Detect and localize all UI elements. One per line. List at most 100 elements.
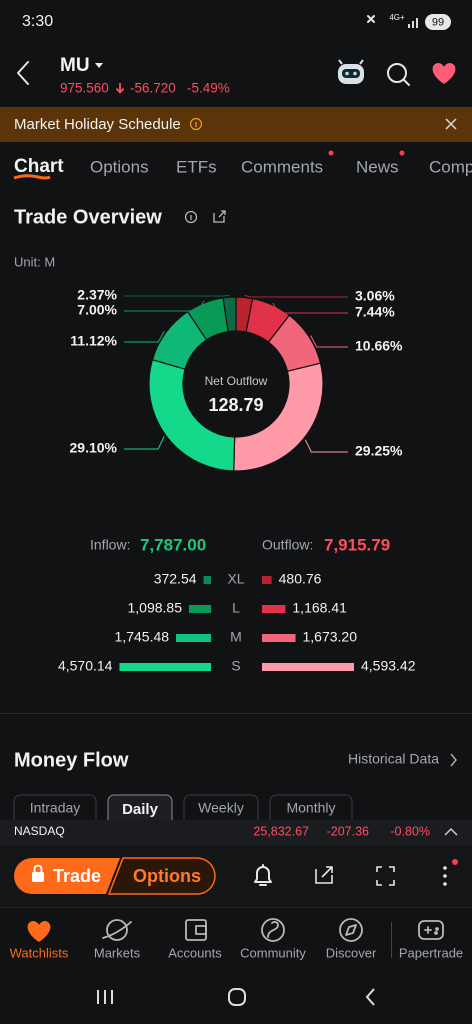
unit-label: Unit: M xyxy=(14,254,55,269)
fullscreen-button[interactable] xyxy=(376,866,395,886)
options-button[interactable] xyxy=(107,857,216,895)
inflow-value: 1,098.85 xyxy=(127,600,182,616)
ticker-dropdown[interactable] xyxy=(95,63,103,68)
historical-link[interactable]: Historical Data xyxy=(348,751,439,767)
slice-label: 29.25% xyxy=(355,443,403,459)
period-label[interactable]: Weekly xyxy=(198,800,244,816)
favorite-icon[interactable] xyxy=(432,63,456,84)
system-recents[interactable] xyxy=(97,990,113,1004)
inflow-bar xyxy=(176,634,211,642)
index-change-pct: -0.80% xyxy=(390,824,430,838)
index-name: NASDAQ xyxy=(14,824,65,838)
outflow-bar xyxy=(262,605,286,613)
system-back[interactable] xyxy=(365,988,375,1006)
inflow-total: 7,787.00 xyxy=(140,535,206,554)
outflow-bar xyxy=(262,663,354,671)
slice-label: 29.10% xyxy=(70,440,118,456)
tab-underline xyxy=(13,174,51,180)
status-network: 4G+ xyxy=(389,13,405,22)
tab[interactable]: Options xyxy=(90,157,149,176)
slice-label: 7.00% xyxy=(77,302,117,318)
nav-label[interactable]: Accounts xyxy=(168,945,222,960)
section-title: Money Flow xyxy=(14,749,129,771)
divider xyxy=(0,907,472,908)
holiday-banner[interactable] xyxy=(0,107,472,142)
tab[interactable]: Comments xyxy=(241,157,323,176)
nav-icon[interactable] xyxy=(27,921,51,942)
ticker[interactable]: MU xyxy=(60,55,90,76)
search-icon[interactable] xyxy=(387,63,410,86)
tab[interactable]: ETFs xyxy=(176,157,217,176)
nav-icon[interactable] xyxy=(339,918,363,942)
leader-line xyxy=(124,294,230,297)
nav-icon[interactable] xyxy=(261,918,285,942)
slice-label: 10.66% xyxy=(355,338,403,354)
lock-icon xyxy=(32,864,44,882)
tab-badge xyxy=(399,150,405,156)
leader-line xyxy=(124,331,165,343)
period-label[interactable]: Intraday xyxy=(30,800,81,816)
nav-label[interactable]: Community xyxy=(240,945,306,960)
tab[interactable]: News xyxy=(356,157,399,176)
price-change: -56.720 xyxy=(130,81,176,96)
ticker-bar[interactable] xyxy=(0,820,472,845)
leader-line xyxy=(304,439,348,453)
banner-info-icon xyxy=(189,117,203,131)
signal-icon xyxy=(408,18,418,28)
outflow-bar xyxy=(262,576,272,584)
info-icon[interactable] xyxy=(184,210,198,224)
inflow-value: 372.54 xyxy=(154,571,197,587)
share-button[interactable] xyxy=(315,866,333,884)
leader-line xyxy=(310,335,348,348)
share-icon[interactable] xyxy=(213,210,226,223)
expand-chevron[interactable] xyxy=(444,827,458,836)
nav-label[interactable]: Discover xyxy=(326,945,377,960)
options-label[interactable]: Options xyxy=(133,866,201,886)
alert-icon[interactable] xyxy=(254,864,272,886)
donut-chart: 3.06%7.44% 10.66% 29.25% 29.10% 11.12% 7.00%2… xyxy=(70,287,403,472)
nav-icon[interactable] xyxy=(185,919,207,941)
size-label: M xyxy=(230,629,242,645)
center-label: Net Outflow xyxy=(205,374,268,388)
nav-label[interactable]: Papertrade xyxy=(399,945,463,960)
center-value: 128.79 xyxy=(208,395,263,415)
donut-slice xyxy=(222,296,237,333)
period-label[interactable]: Monthly xyxy=(286,800,335,816)
inflow-label: Inflow: xyxy=(90,537,130,553)
nav-icon[interactable] xyxy=(102,919,132,941)
inflow-bar xyxy=(188,605,211,613)
tab[interactable]: Comp xyxy=(429,157,472,176)
index-value: 25,832.67 xyxy=(253,824,309,838)
battery xyxy=(425,14,451,30)
tab-active[interactable]: Chart xyxy=(14,156,64,177)
divider xyxy=(0,713,472,714)
nav-label[interactable]: Markets xyxy=(94,945,141,960)
assistant-icon[interactable] xyxy=(338,59,364,84)
outflow-total: 7,915.79 xyxy=(324,535,390,554)
nav-label[interactable]: Watchlists xyxy=(10,945,69,960)
banner-close[interactable] xyxy=(445,118,457,130)
banner-text[interactable]: Market Holiday Schedule xyxy=(14,116,181,133)
tab-badge xyxy=(328,150,334,156)
inflow-value: 4,570.14 xyxy=(58,658,113,674)
outflow-value: 4,593.42 xyxy=(361,658,416,674)
period-label[interactable]: Daily xyxy=(122,801,159,818)
badge xyxy=(452,859,458,865)
nav-icon[interactable] xyxy=(418,920,444,940)
chevron xyxy=(450,753,457,767)
slice-label: 2.37% xyxy=(77,287,117,303)
leader-line xyxy=(244,294,348,298)
outflow-label: Outflow: xyxy=(262,537,313,553)
back-button[interactable] xyxy=(17,61,29,85)
price: 975.560 xyxy=(60,81,109,96)
trade-label[interactable]: Trade xyxy=(53,866,101,886)
more-button[interactable] xyxy=(443,866,447,886)
outflow-value: 1,673.20 xyxy=(303,629,358,645)
inflow-bar xyxy=(119,663,211,671)
inflow-value: 1,745.48 xyxy=(115,629,170,645)
size-label: S xyxy=(231,658,240,674)
slice-label: 7.44% xyxy=(355,304,395,320)
system-home[interactable] xyxy=(228,988,246,1006)
